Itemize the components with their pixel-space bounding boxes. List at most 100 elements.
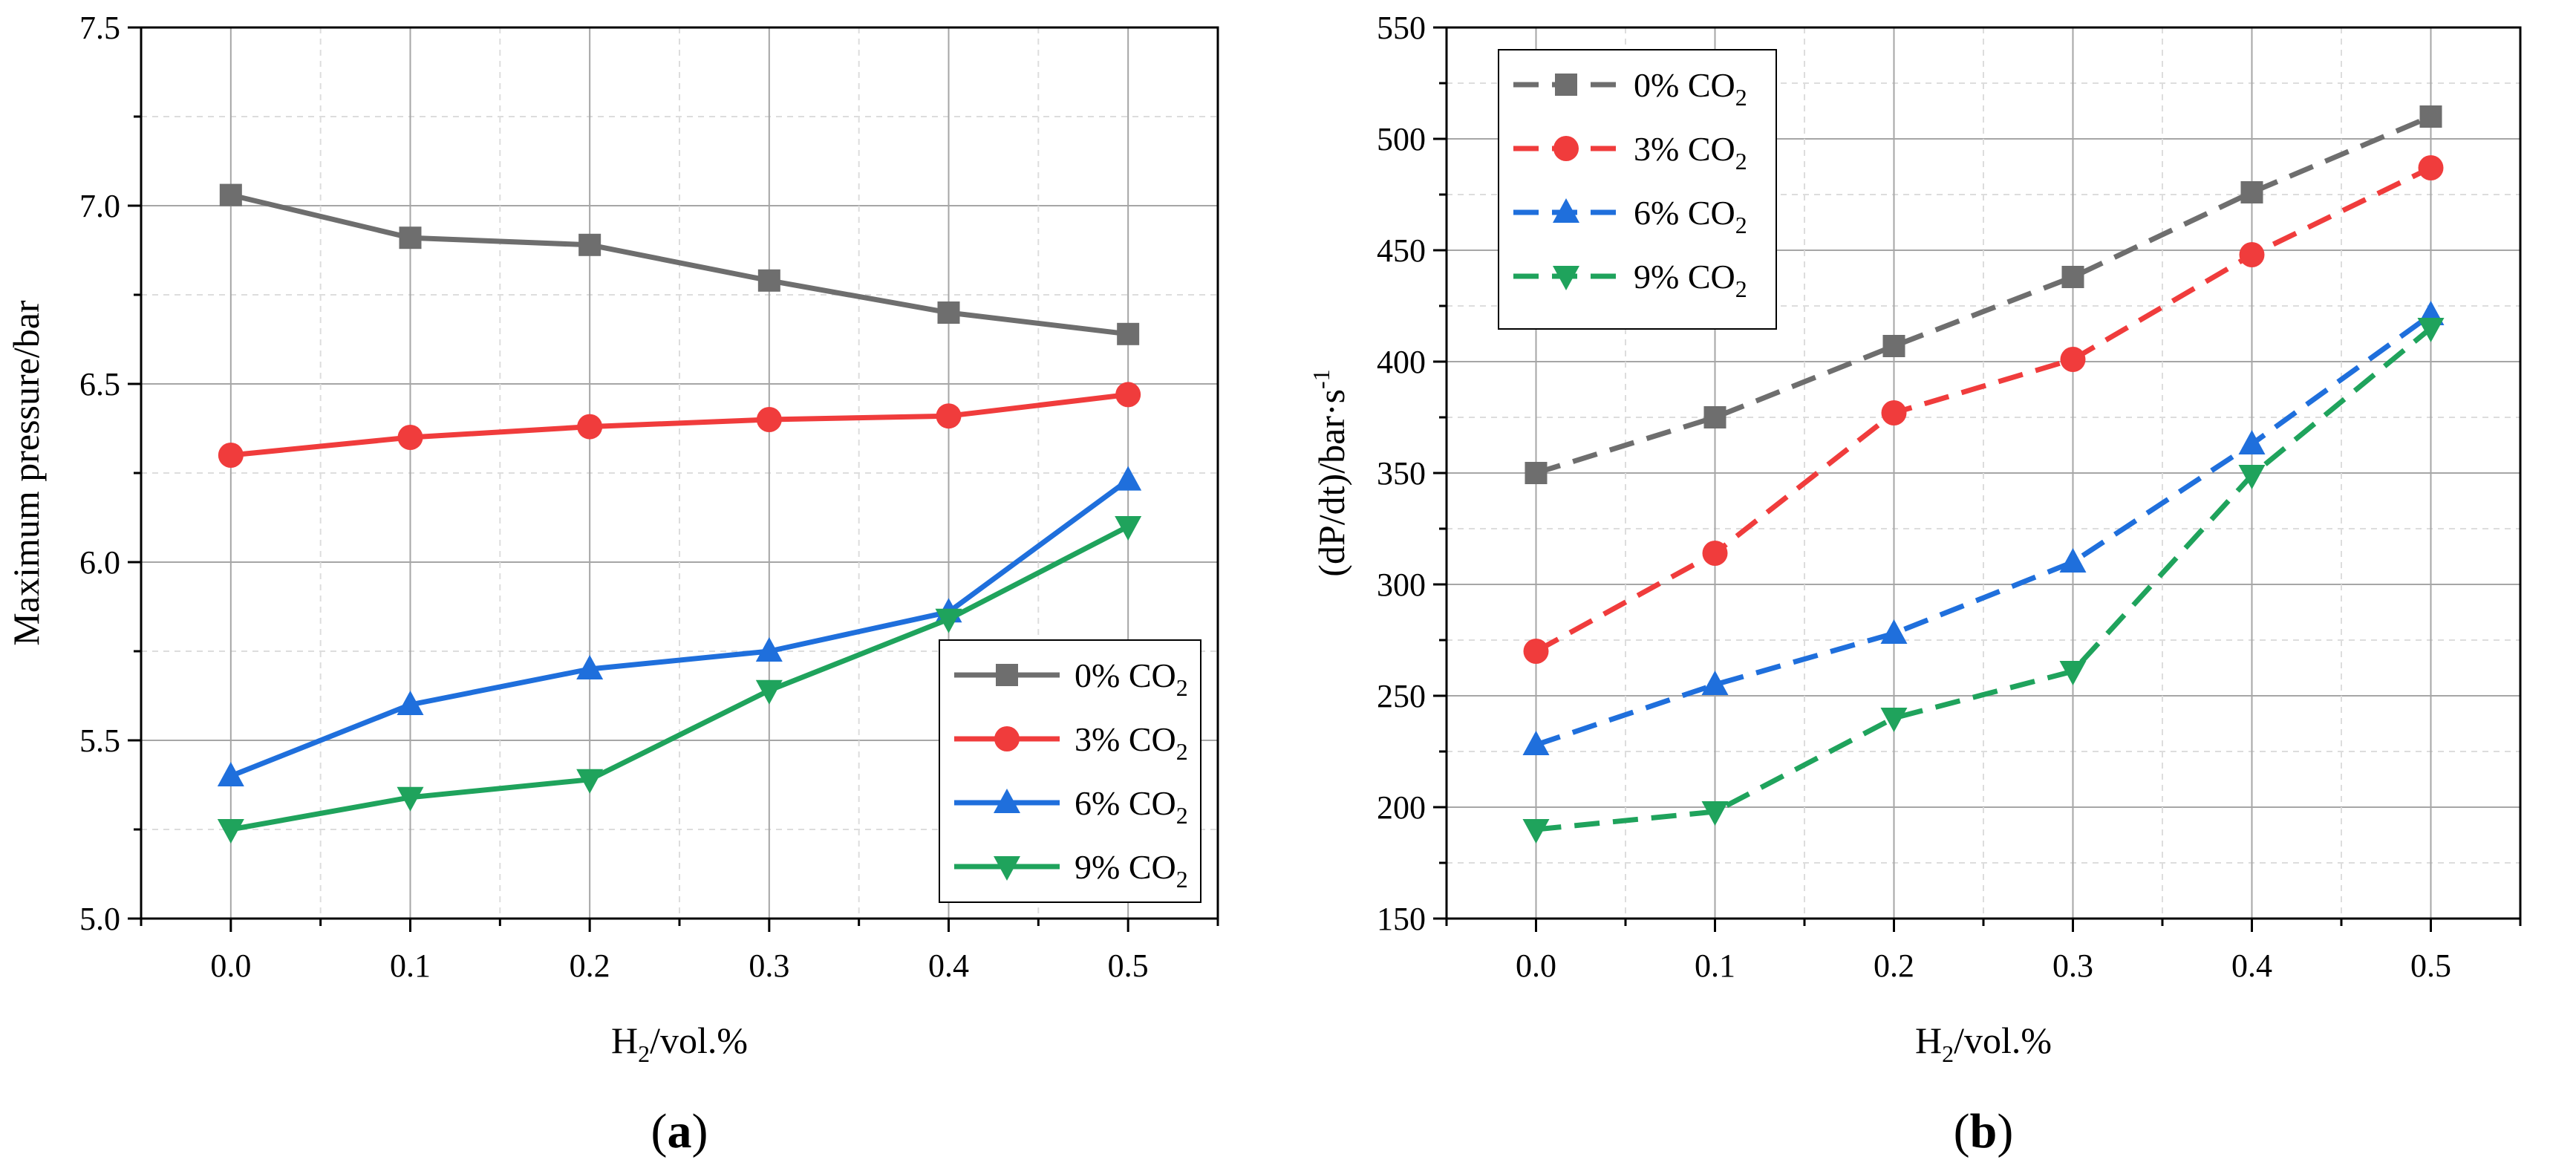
data-point [1117,322,1140,345]
legend-label-subscript: 2 [1176,866,1188,893]
legend-label-main: 3% CO [1075,720,1176,758]
y-tick-label: 550 [1377,10,1426,46]
legend-marker [994,789,1020,813]
x-tick-label: 0.3 [2052,948,2093,984]
data-point [755,679,783,705]
y-tick-label: 300 [1377,567,1426,603]
legend-label-main: 0% CO [1634,66,1735,104]
data-point [1115,516,1142,541]
caption-close: ) [692,1104,708,1158]
x-axis-title-rest: /vol.% [1954,1020,2052,1061]
panel-caption: (a) [651,1104,708,1158]
data-point [217,819,244,844]
caption-close: ) [1997,1104,2013,1158]
y-tick-label: 5.5 [79,723,120,759]
legend-label-main: 3% CO [1634,130,1735,168]
data-point [1522,731,1550,755]
data-point [576,769,604,794]
x-tick-label: 0.5 [2410,948,2451,984]
data-point [219,183,242,206]
x-axis-title-main: H [1915,1020,1942,1061]
x-axis: 0.0 0.1 0.2 0.3 0.4 0.5 [140,919,1219,984]
x-tick-label: 0.1 [390,948,431,984]
legend-marker [1555,74,1577,96]
data-point [397,786,424,812]
x-tick-label: 0.1 [1695,948,1735,984]
series-3-co2 [218,382,1141,468]
y-tick-label: 150 [1377,901,1426,937]
data-point [2418,155,2444,180]
legend-frame [1498,49,1777,330]
data-point [218,443,244,468]
data-point [1880,708,1908,732]
data-point [1703,406,1726,428]
legend-label-subscript: 2 [1176,802,1188,829]
data-point [2238,465,2266,489]
data-point [1522,819,1550,844]
y-tick-label: 450 [1377,232,1426,269]
data-point [936,403,962,429]
x-tick-label: 0.3 [749,948,789,984]
data-point [756,407,782,432]
y-tick-label: 7.0 [79,188,120,224]
legend-label-main: 0% CO [1075,656,1176,694]
legend-frame [939,639,1201,903]
series-line [230,524,1129,832]
y-tick-label: 400 [1377,344,1426,380]
y-axis-title-superscript: -1 [1308,369,1334,389]
x-axis-title-rest: /vol.% [650,1020,748,1061]
data-point [2059,661,2087,685]
data-point [1882,335,1905,357]
data-point [576,655,604,679]
x-axis: 0.0 0.1 0.2 0.3 0.4 0.5 [1445,919,2522,984]
y-tick-label: 5.0 [79,901,120,937]
data-point [2240,181,2263,203]
x-tick-label: 0.5 [1108,948,1149,984]
data-point [2238,430,2266,454]
x-tick-label: 0.4 [2231,948,2272,984]
x-axis-title-main: H [611,1020,638,1061]
data-point [935,608,962,633]
data-point [1701,801,1729,826]
legend-label-subscript: 2 [1735,212,1747,238]
caption-open: ( [651,1104,668,1158]
legend-marker [1553,198,1579,223]
caption-letter: a [668,1104,692,1158]
legend-label: 3% CO2 [1634,130,1747,175]
series-0-co2 [219,183,1140,345]
series-line [230,192,1129,337]
series-line [1535,114,2432,476]
data-point [2060,347,2086,372]
x-axis-title-subscript: 2 [638,1040,650,1067]
data-point [397,691,424,715]
series-0-co2 [1525,105,2442,484]
series-3-co2 [1523,155,2444,664]
data-point [1523,639,1549,664]
series-line [229,477,1130,779]
data-point [1115,382,1141,408]
x-tick-label: 0.0 [1516,948,1556,984]
data-point [1701,671,1729,695]
data-point [2059,548,2087,573]
legend-marker [1553,136,1579,161]
data-point [577,414,603,440]
legend-label-subscript: 2 [1176,738,1188,765]
y-axis: 5.0 5.5 6.0 6.5 7.0 7.5 [79,10,141,937]
series-9-co2 [217,516,1142,844]
panel-caption: (b) [1954,1104,2014,1158]
data-point [1702,541,1728,566]
data-point [1881,400,1907,425]
y-tick-label: 6.5 [79,366,120,402]
data-point [1115,466,1142,491]
y-tick-label: 7.5 [79,10,120,46]
x-tick-label: 0.0 [210,948,251,984]
y-tick-label: 500 [1377,121,1426,157]
legend-label: 3% CO2 [1075,720,1188,765]
data-point [399,226,422,250]
legend-label: 6% CO2 [1634,194,1747,238]
legend-label: 6% CO2 [1075,784,1188,829]
legend-label-main: 9% CO [1634,258,1735,296]
